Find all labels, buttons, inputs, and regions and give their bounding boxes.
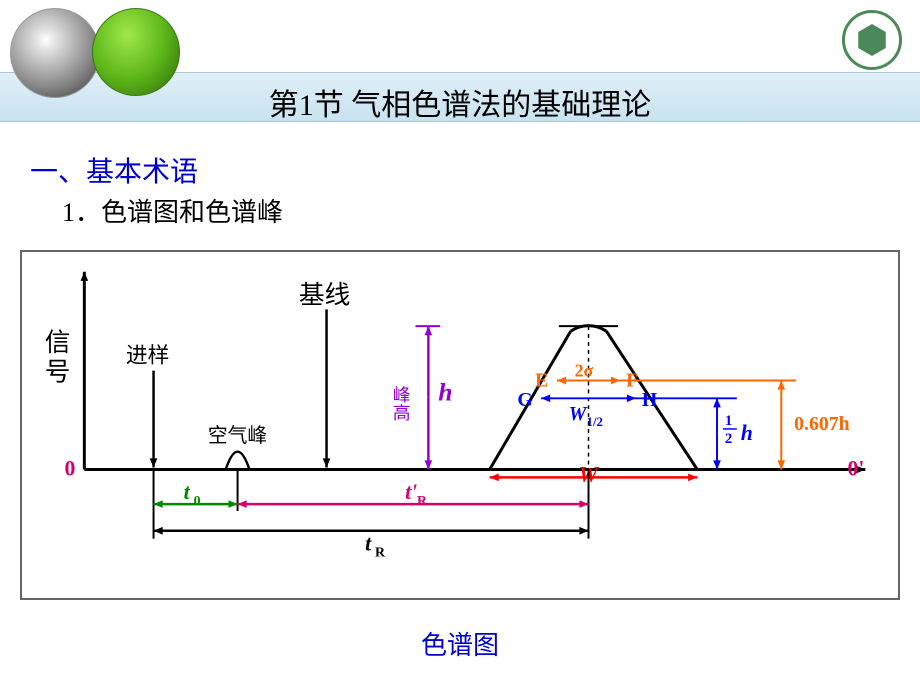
svg-text:R: R xyxy=(417,493,428,508)
svg-text:1/2: 1/2 xyxy=(587,415,603,429)
svg-text:G: G xyxy=(517,389,532,411)
svg-text:0: 0 xyxy=(65,456,76,480)
diagram-caption: 色谱图 xyxy=(0,625,920,662)
sub-heading: 1．色谱图和色谱峰 xyxy=(62,192,283,229)
slide-title: 第1节 气相色谱法的基础理论 xyxy=(0,80,920,124)
svg-text:2σ: 2σ xyxy=(575,361,594,381)
svg-text:E: E xyxy=(535,369,548,391)
svg-text:0': 0' xyxy=(848,456,865,480)
svg-text:1: 1 xyxy=(725,413,732,429)
svg-text:t': t' xyxy=(405,480,417,504)
svg-text:h: h xyxy=(438,377,452,406)
svg-text:W: W xyxy=(569,403,588,425)
section-heading: 一、基本术语 xyxy=(30,150,198,190)
svg-text:空气峰: 空气峰 xyxy=(208,425,268,447)
svg-text:基线: 基线 xyxy=(299,280,350,309)
university-logo-icon xyxy=(842,10,902,70)
svg-text:号: 号 xyxy=(45,358,71,387)
svg-text:0: 0 xyxy=(194,493,201,508)
svg-text:t: t xyxy=(365,532,372,556)
svg-text:0.607h: 0.607h xyxy=(794,413,849,435)
svg-text:峰高: 峰高 xyxy=(391,385,411,422)
svg-text:信: 信 xyxy=(45,328,71,357)
svg-text:R: R xyxy=(375,544,386,559)
svg-text:h: h xyxy=(741,421,753,445)
chromatogram-diagram: 信号00'进样空气峰基线峰高hEF2σGHW1/212h0.607hWt0t'R… xyxy=(20,250,900,600)
svg-text:进样: 进样 xyxy=(126,344,169,368)
chromatogram-svg: 信号00'进样空气峰基线峰高hEF2σGHW1/212h0.607hWt0t'R… xyxy=(22,252,898,598)
svg-text:H: H xyxy=(642,389,658,411)
svg-text:2: 2 xyxy=(725,431,732,447)
svg-text:t: t xyxy=(184,480,191,504)
